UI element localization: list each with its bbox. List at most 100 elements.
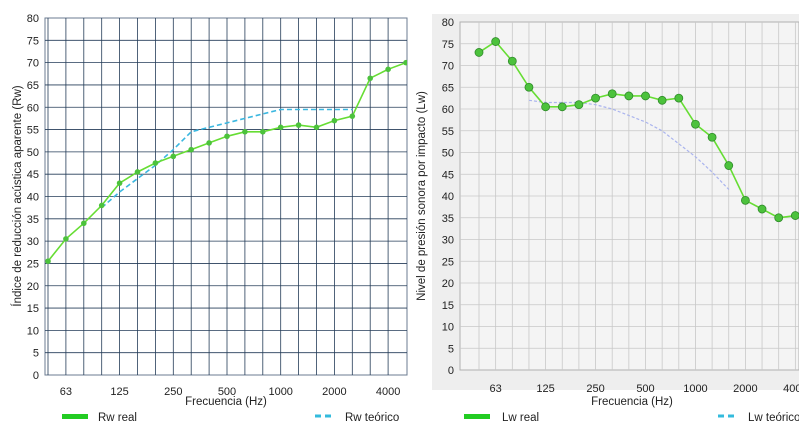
real-data-point (491, 37, 501, 46)
x-tick-label: 125 (110, 386, 128, 398)
y-tick-label: 30 (27, 236, 39, 248)
right-y-axis-label: Nivel de presión sonora por impacto (Lw) (416, 91, 428, 301)
real-data-point (152, 160, 159, 166)
y-tick-label: 75 (27, 35, 39, 47)
left-legend-label-real: Rw real (98, 412, 137, 424)
y-tick-label: 0 (33, 370, 39, 382)
real-data-point (331, 117, 338, 124)
real-data-point (206, 140, 212, 146)
real-data-point (403, 59, 407, 66)
y-tick-label: 25 (442, 256, 454, 268)
real-data-point (116, 180, 123, 186)
real-data-point (63, 236, 69, 242)
x-tick-label: 125 (536, 383, 554, 395)
y-tick-label: 65 (27, 80, 39, 92)
real-data-point (385, 66, 391, 73)
y-tick-label: 20 (27, 281, 39, 293)
x-tick-label: 2000 (322, 386, 346, 398)
real-data-point (277, 124, 284, 131)
real-data-point (790, 211, 799, 220)
x-tick-label: 63 (490, 383, 502, 395)
real-data-point (188, 146, 194, 153)
right-y-ticks: 0 5 10 15 20 25 30 35 40 45 50 55 60 65 70 75 80 (442, 17, 454, 377)
y-tick-label: 5 (448, 343, 454, 355)
real-data-point (607, 89, 617, 99)
y-tick-label: 50 (442, 148, 454, 160)
y-tick-label: 75 (442, 39, 454, 51)
x-tick-label: 250 (586, 383, 604, 395)
real-data-point (524, 82, 534, 92)
x-tick-label: 500 (218, 386, 236, 398)
left-chart: 0 5 10 15 20 25 30 35 40 45 50 55 60 65 70 75 80 63 125 25… (11, 13, 408, 424)
real-data-point (757, 204, 767, 214)
y-tick-label: 50 (27, 147, 39, 159)
x-tick-label: 2000 (733, 383, 757, 395)
real-data-point (295, 122, 302, 128)
y-tick-label: 70 (442, 61, 454, 73)
real-data-point (45, 258, 51, 265)
theory-series-line (101, 108, 353, 209)
left-x-ticks: 63 125 250 500 1000 2000 4000 (60, 386, 401, 398)
y-tick-label: 25 (27, 258, 39, 270)
real-data-point (707, 132, 717, 142)
right-x-axis-label: Frecuencia (Hz) (591, 396, 673, 408)
real-data-point (313, 124, 320, 131)
left-legend-label-theory: Rw teórico (345, 412, 399, 424)
left-y-axis-label: Índice de reducción acústica aparente (R… (11, 85, 24, 306)
real-data-point (474, 48, 484, 57)
y-tick-label: 10 (442, 322, 454, 334)
real-data-point (657, 95, 667, 105)
real-data-point (724, 161, 734, 170)
y-tick-label: 15 (442, 300, 454, 312)
real-data-point (591, 93, 600, 103)
left-series (45, 59, 407, 265)
y-tick-label: 5 (33, 348, 39, 360)
y-tick-label: 15 (27, 303, 39, 315)
real-data-point (349, 113, 356, 119)
x-tick-label: 63 (60, 386, 72, 398)
real-data-point (242, 128, 248, 135)
right-legend-label-theory: Lw teórico (748, 412, 799, 424)
left-legend-swatch-real (62, 414, 88, 419)
left-x-axis-label: Frecuencia (Hz) (185, 396, 267, 408)
real-data-point (81, 220, 87, 227)
right-chart: 0 5 10 15 20 25 30 35 40 45 50 55 60 65 70 75 80 63 125 25… (416, 14, 799, 424)
real-data-point (98, 202, 105, 209)
real-data-point (134, 169, 141, 175)
y-tick-label: 60 (27, 102, 39, 114)
y-tick-label: 80 (442, 17, 454, 29)
real-data-point (691, 119, 700, 129)
x-tick-label: 4000 (376, 386, 400, 398)
y-tick-label: 55 (442, 126, 454, 138)
y-tick-label: 55 (27, 125, 39, 137)
real-data-point (260, 128, 266, 135)
real-data-point (774, 213, 784, 223)
right-legend-label-real: Lw real (502, 412, 539, 424)
y-tick-label: 40 (27, 192, 39, 204)
x-tick-label: 1000 (268, 386, 292, 398)
y-tick-label: 35 (442, 213, 454, 225)
real-data-point (170, 153, 177, 160)
left-grid (45, 18, 407, 375)
x-tick-label: 1000 (683, 383, 707, 395)
real-data-point (641, 91, 650, 101)
theory-series-line (528, 99, 730, 190)
y-tick-label: 45 (27, 169, 39, 181)
y-tick-label: 45 (442, 169, 454, 181)
real-data-point (624, 91, 634, 101)
real-data-point (541, 102, 550, 112)
right-grid (460, 22, 799, 370)
x-tick-label: 4000 (783, 383, 799, 395)
real-data-point (741, 195, 750, 205)
left-y-ticks: 0 5 10 15 20 25 30 35 40 45 50 55 60 65 70 75 80 (27, 13, 39, 382)
real-data-point (224, 133, 230, 140)
right-legend-swatch-real (464, 414, 490, 419)
y-tick-label: 10 (27, 325, 39, 337)
real-data-point (574, 100, 584, 110)
y-tick-label: 0 (448, 365, 454, 377)
y-tick-label: 80 (27, 13, 39, 25)
x-tick-label: 250 (164, 386, 182, 398)
real-data-point (557, 102, 567, 112)
real-data-point (674, 93, 684, 103)
